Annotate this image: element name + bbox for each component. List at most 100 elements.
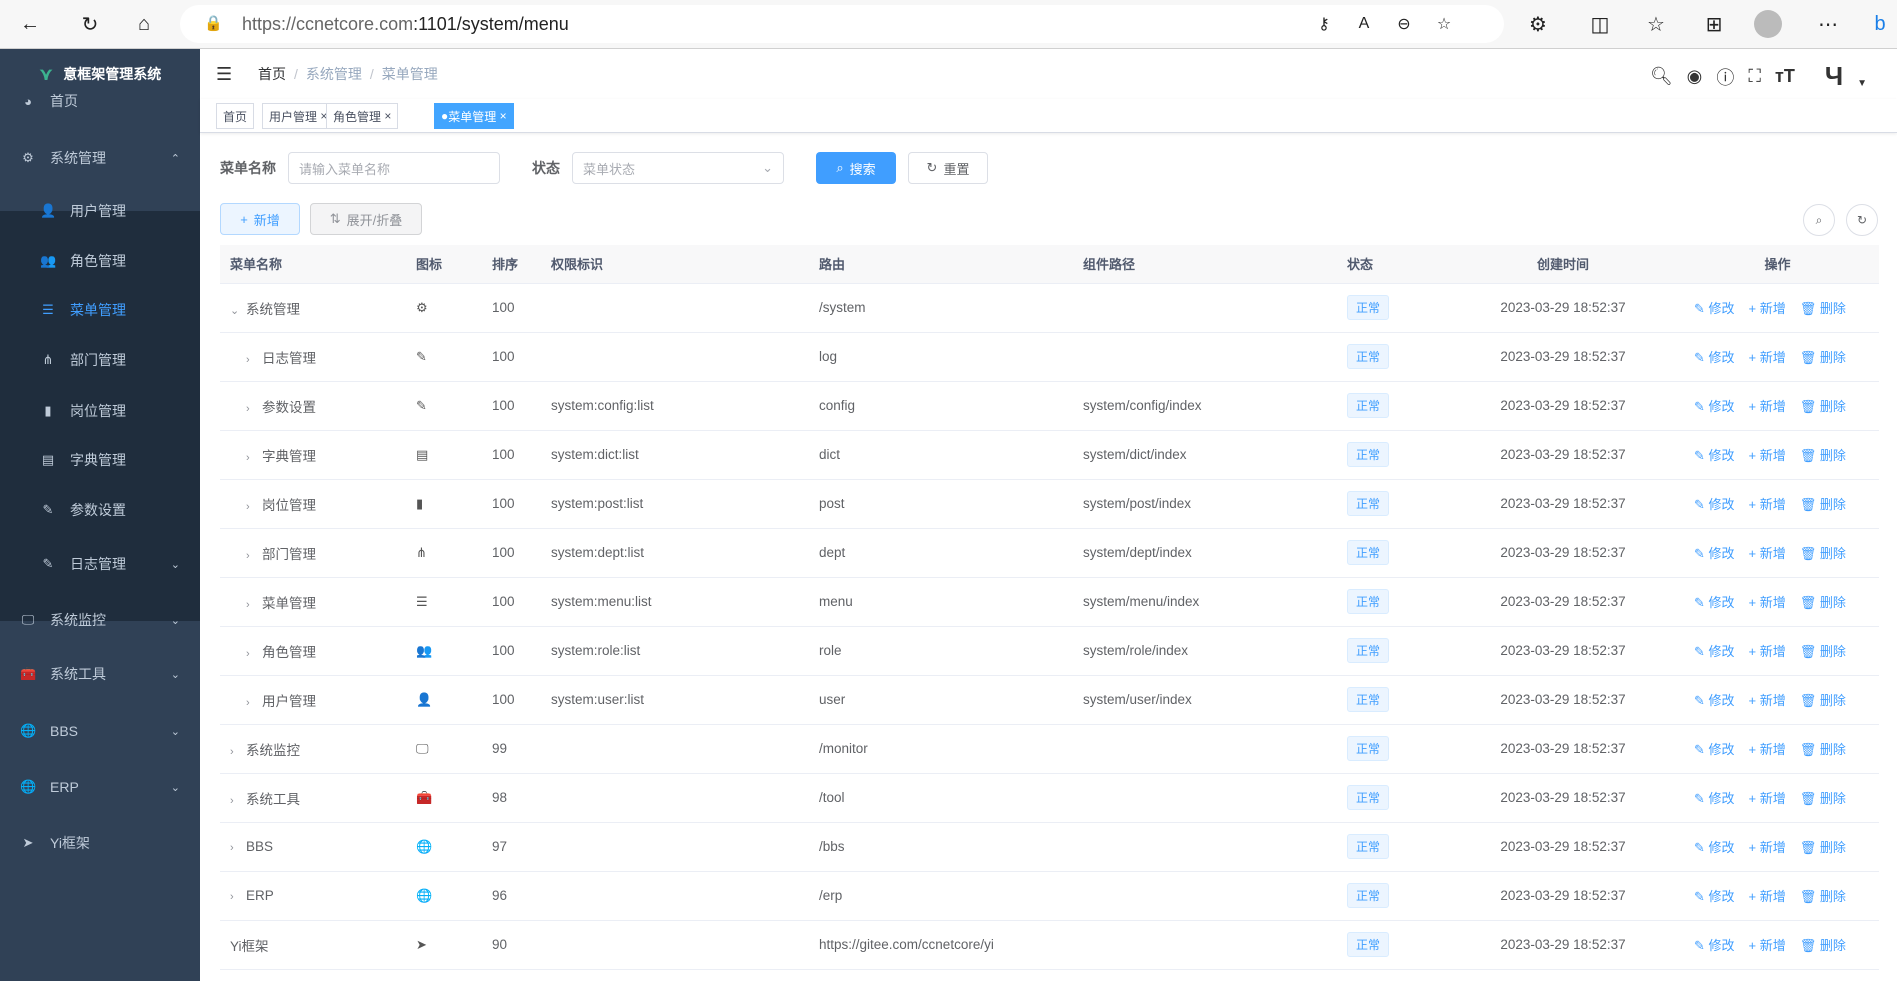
edit-button[interactable]: ✎ 修改 xyxy=(1694,938,1735,953)
breadcrumb-home[interactable]: 首页 xyxy=(258,66,286,82)
add-child-button[interactable]: + 新增 xyxy=(1748,889,1786,904)
expand-icon[interactable]: › xyxy=(246,647,250,660)
back-icon[interactable]: ← xyxy=(20,12,40,35)
close-icon[interactable]: × xyxy=(384,109,392,123)
caret-down-icon[interactable]: ▼ xyxy=(1857,78,1867,89)
sidebar-item[interactable]: 🖵 系统监控 ⌄ xyxy=(0,594,200,646)
edit-button[interactable]: ✎ 修改 xyxy=(1694,595,1735,610)
sidebar-item[interactable]: ▮ 岗位管理 xyxy=(0,385,200,437)
hamburger-icon[interactable]: ☰ xyxy=(216,63,233,84)
favorites-icon[interactable]: ☆ xyxy=(1647,13,1665,36)
key-icon[interactable]: ⚷ xyxy=(1318,16,1330,33)
refresh-icon[interactable]: ↻ xyxy=(81,13,99,36)
profile-avatar[interactable] xyxy=(1754,10,1782,38)
delete-button[interactable]: 🗑︎ 删除 xyxy=(1799,791,1846,806)
sidebar-item[interactable]: ◕ 首页 xyxy=(0,75,200,127)
sidebar-item[interactable]: ✎ 参数设置 xyxy=(0,484,200,536)
sidebar-item[interactable]: 👥 角色管理 xyxy=(0,235,200,287)
add-child-button[interactable]: + 新增 xyxy=(1748,399,1786,414)
fullscreen-icon[interactable]: ⛶ xyxy=(1748,66,1761,86)
expand-icon[interactable]: › xyxy=(230,891,234,903)
extensions-icon[interactable]: ⚙ xyxy=(1529,13,1547,36)
sidebar-item[interactable]: ▤ 字典管理 xyxy=(0,434,200,486)
expand-icon[interactable]: › xyxy=(246,451,250,464)
sidebar-item[interactable]: 🧰 系统工具 ⌄ xyxy=(0,648,200,700)
delete-button[interactable]: 🗑︎ 删除 xyxy=(1799,889,1846,904)
edit-button[interactable]: ✎ 修改 xyxy=(1694,889,1735,904)
expand-icon[interactable]: › xyxy=(246,696,250,709)
add-button[interactable]: + 新增 xyxy=(220,203,300,235)
expand-icon[interactable]: › xyxy=(246,402,250,415)
delete-button[interactable]: 🗑︎ 删除 xyxy=(1799,693,1846,708)
refresh-table-button[interactable]: ↻ xyxy=(1846,204,1878,236)
sidebar-item[interactable]: ➤ Yi框架 xyxy=(0,817,200,869)
delete-button[interactable]: 🗑︎ 删除 xyxy=(1799,497,1846,512)
close-icon[interactable]: × xyxy=(499,109,507,123)
add-child-button[interactable]: + 新增 xyxy=(1748,693,1786,708)
sidebar-item[interactable]: ✎ 日志管理 ⌄ xyxy=(0,538,200,590)
delete-button[interactable]: 🗑︎ 删除 xyxy=(1799,938,1846,953)
expand-icon[interactable]: › xyxy=(230,794,234,807)
close-icon[interactable]: × xyxy=(320,109,328,123)
add-child-button[interactable]: + 新增 xyxy=(1748,301,1786,316)
edit-button[interactable]: ✎ 修改 xyxy=(1694,497,1735,512)
reset-button[interactable]: ↻ 重置 xyxy=(908,152,988,184)
edit-button[interactable]: ✎ 修改 xyxy=(1694,644,1735,659)
menu-name-input[interactable]: 请输入菜单名称 xyxy=(288,152,500,184)
split-screen-icon[interactable]: ◫ xyxy=(1590,13,1610,36)
read-aloud-icon[interactable]: A xyxy=(1358,15,1370,32)
tag-user[interactable]: 用户管理 × xyxy=(262,103,335,129)
edit-button[interactable]: ✎ 修改 xyxy=(1694,693,1735,708)
add-child-button[interactable]: + 新增 xyxy=(1748,350,1786,365)
delete-button[interactable]: 🗑︎ 删除 xyxy=(1799,350,1846,365)
search-icon[interactable]: 🔍︎ xyxy=(1649,66,1673,86)
expand-icon[interactable]: › xyxy=(246,500,250,513)
address-bar[interactable]: 🔒 https://ccnetcore.com:1101/system/menu… xyxy=(180,5,1504,43)
add-child-button[interactable]: + 新增 xyxy=(1748,595,1786,610)
expand-icon[interactable]: › xyxy=(246,598,250,611)
expand-icon[interactable]: ⌄ xyxy=(230,304,240,317)
edit-button[interactable]: ✎ 修改 xyxy=(1694,399,1735,414)
delete-button[interactable]: 🗑︎ 删除 xyxy=(1799,595,1846,610)
add-child-button[interactable]: + 新增 xyxy=(1748,742,1786,757)
sidebar-item[interactable]: ⚙ 系统管理 ⌃ xyxy=(0,132,200,184)
user-avatar[interactable]: Ч xyxy=(1824,61,1844,91)
add-child-button[interactable]: + 新增 xyxy=(1748,497,1786,512)
sidebar-item[interactable]: ☰ 菜单管理 xyxy=(0,284,200,336)
add-child-button[interactable]: + 新增 xyxy=(1748,644,1786,659)
status-select[interactable]: 菜单状态 ⌄ xyxy=(572,152,784,184)
github-icon[interactable]: ◉ xyxy=(1686,66,1703,86)
delete-button[interactable]: 🗑︎ 删除 xyxy=(1799,840,1846,855)
tag-home[interactable]: 首页 xyxy=(216,103,255,129)
delete-button[interactable]: 🗑︎ 删除 xyxy=(1799,301,1846,316)
expand-icon[interactable]: › xyxy=(230,745,234,758)
edit-button[interactable]: ✎ 修改 xyxy=(1694,350,1735,365)
home-icon[interactable]: ⌂ xyxy=(137,12,151,35)
expand-collapse-button[interactable]: ⇅ 展开/折叠 xyxy=(310,203,422,235)
sidebar-item[interactable]: 🌐 BBS ⌄ xyxy=(0,705,200,757)
delete-button[interactable]: 🗑︎ 删除 xyxy=(1799,546,1846,561)
edit-button[interactable]: ✎ 修改 xyxy=(1694,791,1735,806)
sidebar-item[interactable]: 🌐 ERP ⌄ xyxy=(0,761,200,813)
edit-button[interactable]: ✎ 修改 xyxy=(1694,840,1735,855)
more-icon[interactable]: ⋯ xyxy=(1818,13,1838,36)
expand-icon[interactable]: › xyxy=(246,549,250,562)
help-icon[interactable]: ⓘ xyxy=(1716,67,1735,88)
zoom-out-icon[interactable]: ⊖ xyxy=(1397,16,1411,33)
sidebar-item[interactable]: ⋔ 部门管理 xyxy=(0,334,200,386)
tag-role[interactable]: 角色管理 × xyxy=(326,103,399,129)
toggle-search-button[interactable]: ⌕ xyxy=(1803,204,1835,236)
expand-icon[interactable]: › xyxy=(246,353,250,366)
tag-menu[interactable]: ● 菜单管理 × xyxy=(434,103,514,129)
sidebar-item[interactable]: 👤 用户管理 xyxy=(0,185,200,237)
bing-icon[interactable]: b xyxy=(1874,12,1886,35)
edit-button[interactable]: ✎ 修改 xyxy=(1694,448,1735,463)
add-child-button[interactable]: + 新增 xyxy=(1748,840,1786,855)
delete-button[interactable]: 🗑︎ 删除 xyxy=(1799,448,1846,463)
edit-button[interactable]: ✎ 修改 xyxy=(1694,546,1735,561)
add-child-button[interactable]: + 新增 xyxy=(1748,448,1786,463)
edit-button[interactable]: ✎ 修改 xyxy=(1694,301,1735,316)
expand-icon[interactable]: › xyxy=(230,842,234,854)
delete-button[interactable]: 🗑︎ 删除 xyxy=(1799,644,1846,659)
edit-button[interactable]: ✎ 修改 xyxy=(1694,742,1735,757)
